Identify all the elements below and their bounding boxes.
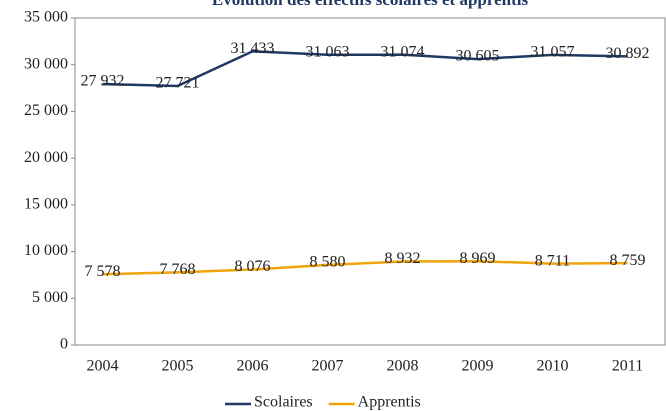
y-tick-label: 35 000 [24,9,68,26]
data-label: 30 605 [456,48,500,65]
x-tick-label: 2008 [387,358,419,375]
data-label: 27 932 [81,73,125,90]
series-line [102,259,628,276]
data-label: 31 433 [231,40,275,57]
x-tick-label: 2007 [312,358,344,375]
y-tick-label: 5 000 [32,289,68,306]
data-label: 8 711 [535,252,570,269]
data-label: 8 932 [385,250,421,267]
series-line [102,50,628,88]
y-tick-label: 20 000 [24,149,68,166]
data-label: 7 768 [160,261,196,278]
x-tick-label: 2010 [537,358,569,375]
y-tick-label: 10 000 [24,242,68,259]
data-label: 31 057 [531,44,575,61]
y-tick-label: 0 [60,336,68,353]
x-tick-label: 2005 [162,358,194,375]
x-tick-label: 2006 [237,358,269,375]
x-tick-label: 2009 [462,358,494,375]
legend-label: Scolaires [254,394,313,411]
data-label: 31 074 [381,43,425,60]
plot-frame [74,17,666,346]
data-label: 7 578 [85,263,121,280]
x-tick-label: 2011 [612,358,643,375]
y-tick-label: 30 000 [24,55,68,72]
data-label: 8 580 [310,254,346,271]
chart-title: Évolution des effectifs scolaires et app… [212,0,529,9]
data-label: 31 063 [306,43,350,60]
data-label: 30 892 [606,45,650,62]
data-label: 27 721 [156,75,200,92]
legend-label: Apprentis [358,394,421,411]
y-tick-label: 25 000 [24,102,68,119]
y-tick-label: 15 000 [24,196,68,213]
data-label: 8 759 [610,252,646,269]
data-label: 8 969 [460,250,496,267]
data-label: 8 076 [235,258,271,275]
x-tick-label: 2004 [87,358,119,375]
